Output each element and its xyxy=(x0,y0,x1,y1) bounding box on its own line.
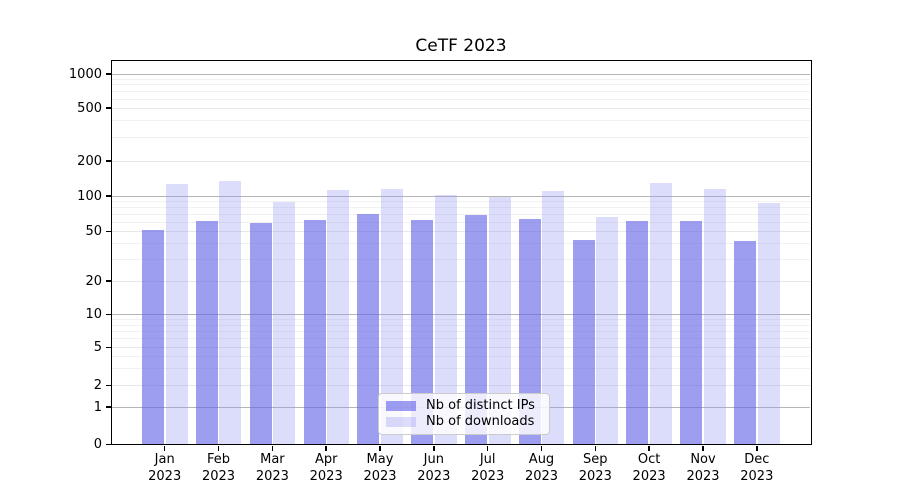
y-tick-label: 10 xyxy=(85,307,102,322)
x-tick-mark xyxy=(433,445,435,451)
plot-area xyxy=(111,60,812,445)
x-tick-label: Dec 2023 xyxy=(740,452,774,484)
x-tick-label: Aug 2023 xyxy=(524,452,559,484)
x-tick-mark xyxy=(325,445,327,451)
x-tick-label: Apr 2023 xyxy=(309,452,343,484)
legend-swatch-distinct-ips xyxy=(386,401,416,411)
legend-label: Nb of downloads xyxy=(426,414,535,429)
x-tick-mark xyxy=(217,445,220,451)
x-tick-label: Nov 2023 xyxy=(686,452,720,484)
y-tick-label: 50 xyxy=(85,224,102,239)
x-tick-label: May 2023 xyxy=(363,452,397,484)
x-tick-label: Jan 2023 xyxy=(148,452,182,484)
x-tick-label: Jul 2023 xyxy=(471,452,505,484)
x-tick-mark xyxy=(379,445,381,451)
x-tick-mark xyxy=(702,445,704,451)
x-tick-mark xyxy=(540,445,543,451)
x-tick-label: Jun 2023 xyxy=(417,452,451,484)
y-tick-label: 1000 xyxy=(68,66,102,82)
chart-title: CeTF 2023 xyxy=(415,36,507,56)
x-tick-mark xyxy=(756,445,758,451)
legend-item: Nb of downloads xyxy=(386,414,541,430)
legend-swatch-downloads xyxy=(386,417,416,427)
x-tick-label: Mar 2023 xyxy=(255,452,289,484)
x-tick-mark xyxy=(163,445,166,451)
y-tick-label: 200 xyxy=(77,153,102,169)
legend: Nb of distinct IPs Nb of downloads xyxy=(378,393,550,435)
y-tick-label: 1 xyxy=(93,399,102,415)
x-tick-mark xyxy=(648,445,650,451)
x-tick-label: Sep 2023 xyxy=(578,452,612,484)
legend-label: Nb of distinct IPs xyxy=(426,398,535,413)
x-tick-mark xyxy=(486,445,489,451)
x-tick-mark xyxy=(594,445,596,451)
y-tick-label: 2 xyxy=(93,378,102,393)
y-tick-label: 500 xyxy=(77,100,102,116)
x-tick-mark xyxy=(271,445,274,451)
y-tick-label: 100 xyxy=(77,188,102,204)
y-tick-label: 5 xyxy=(93,340,102,355)
y-tick-label: 20 xyxy=(85,273,102,289)
y-tick-label: 0 xyxy=(93,437,102,452)
legend-item: Nb of distinct IPs xyxy=(386,398,541,414)
x-tick-label: Oct 2023 xyxy=(632,452,666,484)
x-tick-label: Feb 2023 xyxy=(201,452,236,484)
